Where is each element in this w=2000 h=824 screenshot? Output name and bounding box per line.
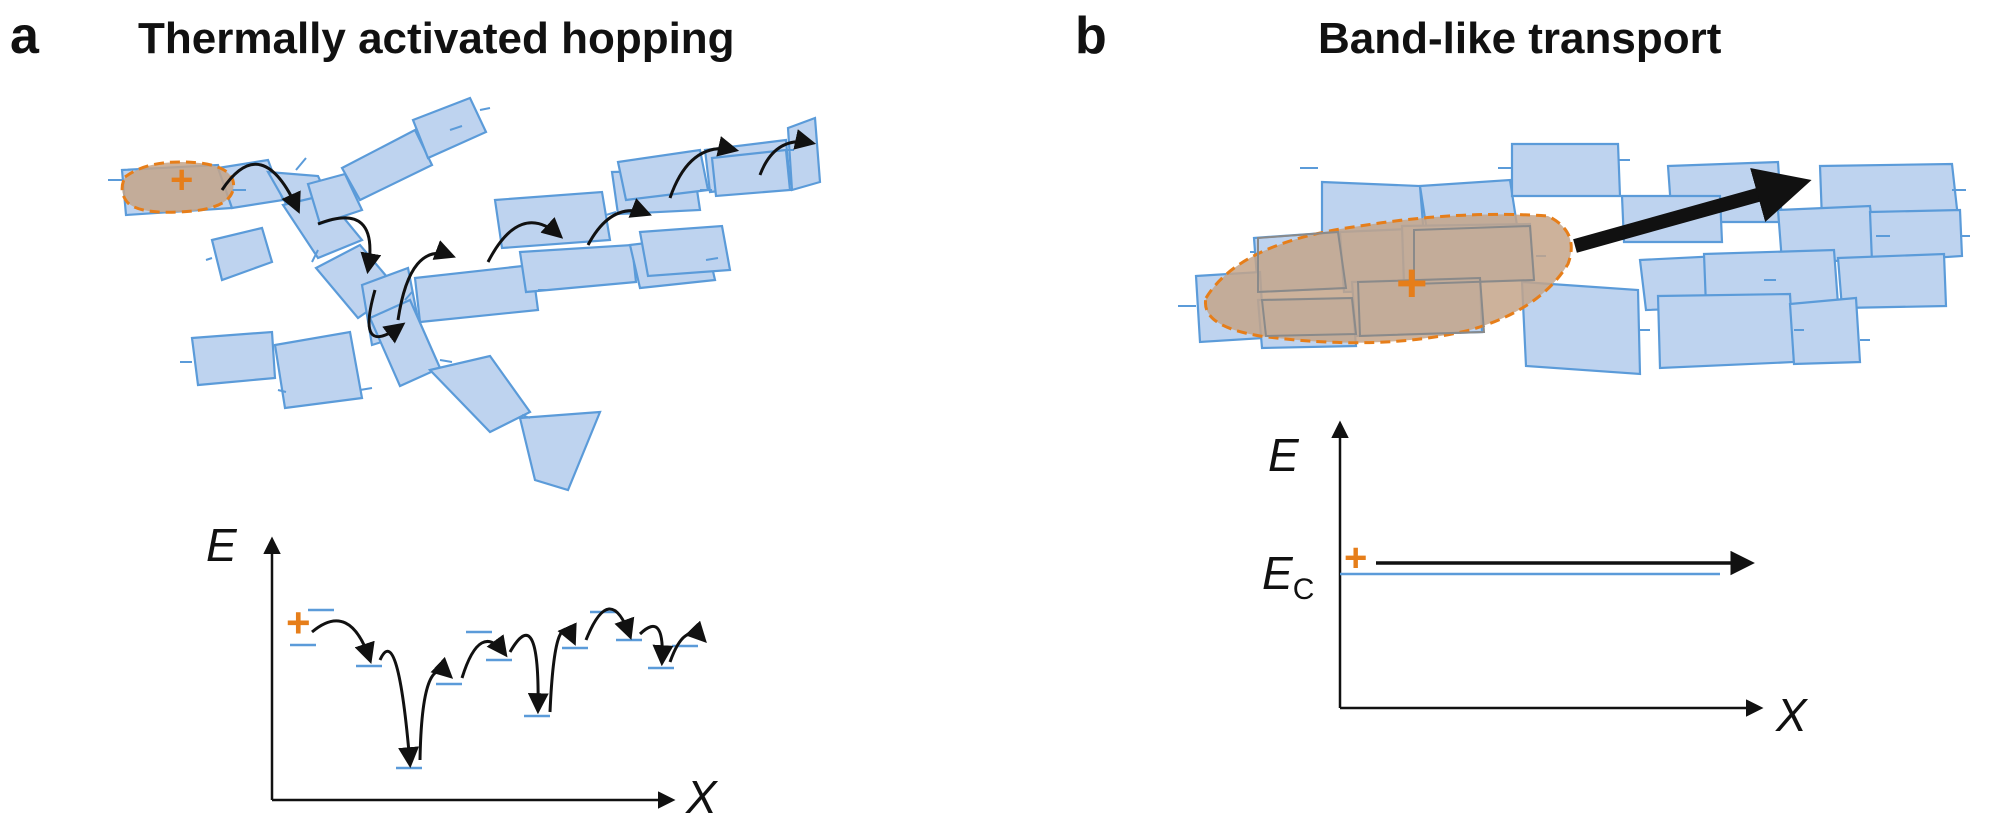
- panel-a-position-label: X: [686, 771, 717, 823]
- delocalized-charge-cloud: [1203, 212, 1573, 345]
- panel-b-energy-diagram: [1331, 420, 1764, 717]
- panel-a-flake-charge: +: [170, 158, 194, 202]
- band-transport-arrow: [1573, 168, 1812, 253]
- panel-b-title: Band-like transport: [1318, 14, 1722, 63]
- panel-a-energy-charge: +: [286, 599, 311, 646]
- panel-a-energy-label: E: [206, 519, 237, 571]
- localized-charge-cloud: [120, 160, 236, 214]
- panel-a-title: Thermally activated hopping: [138, 14, 735, 63]
- conduction-level-label: EC: [1262, 546, 1314, 607]
- panel-a-letter: a: [10, 7, 39, 65]
- disordered-flake-network: [108, 96, 822, 492]
- conduction-level-main: E: [1262, 547, 1293, 599]
- conduction-level-subscript: C: [1292, 573, 1315, 606]
- panel-b-energy-label: E: [1268, 429, 1299, 481]
- panel-b-flake-charge: +: [1396, 253, 1428, 313]
- panel-a-energy-diagram: [263, 536, 707, 809]
- panel-b-energy-charge: +: [1344, 536, 1368, 580]
- panel-b-letter: b: [1075, 7, 1107, 65]
- panel-b-position-label: X: [1776, 689, 1807, 741]
- flake-outlines-over-cloud: [1257, 224, 1536, 338]
- hopping-arrows: [220, 129, 817, 344]
